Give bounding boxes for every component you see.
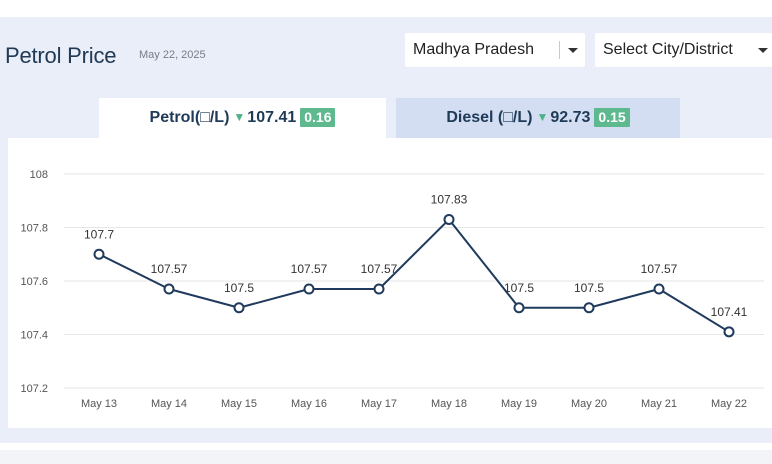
x-tick-label: May 22 bbox=[711, 398, 747, 410]
data-point bbox=[653, 283, 665, 295]
bottom-strip bbox=[0, 450, 772, 464]
data-label: 107.7 bbox=[84, 227, 114, 241]
y-tick-label: 107.6 bbox=[20, 276, 48, 288]
city-select-value: Select City/District bbox=[603, 41, 733, 58]
data-label: 107.5 bbox=[574, 281, 604, 295]
data-label: 107.57 bbox=[151, 262, 188, 276]
select-separator bbox=[559, 41, 560, 59]
tab-diesel-price: 92.73 bbox=[550, 109, 591, 126]
tab-diesel-label: Diesel (□/L) bbox=[446, 109, 533, 126]
tab-petrol-label: Petrol(□/L) bbox=[149, 109, 230, 126]
tab-diesel[interactable]: Diesel (□/L) ▼ 92.73 0.15 bbox=[396, 98, 680, 138]
data-point bbox=[583, 302, 595, 314]
x-tick-label: May 19 bbox=[501, 398, 537, 410]
chart-card: 108 107.8 107.6 107.4 107.2 May 13 May 14 May 1… bbox=[8, 138, 772, 428]
x-tick-label: May 17 bbox=[361, 398, 397, 410]
data-point bbox=[723, 326, 735, 338]
city-select[interactable]: Select City/District bbox=[595, 33, 772, 67]
data-point bbox=[513, 302, 525, 314]
x-tick-label: May 13 bbox=[81, 398, 117, 410]
data-label: 107.57 bbox=[641, 262, 678, 276]
data-label: 107.57 bbox=[291, 262, 328, 276]
state-select-value: Madhya Pradesh bbox=[413, 41, 534, 58]
y-tick-label: 108 bbox=[30, 169, 48, 181]
data-point bbox=[303, 283, 315, 295]
x-tick-label: May 20 bbox=[571, 398, 607, 410]
price-date: May 22, 2025 bbox=[139, 49, 206, 61]
arrow-down-icon: ▼ bbox=[233, 110, 246, 124]
data-point bbox=[443, 213, 455, 225]
data-label: 107.83 bbox=[431, 192, 468, 206]
y-tick-label: 107.4 bbox=[20, 330, 48, 342]
y-tick-label: 107.2 bbox=[20, 383, 48, 395]
arrow-down-icon: ▼ bbox=[536, 110, 549, 124]
tab-diesel-change: 0.15 bbox=[594, 108, 630, 127]
tab-petrol[interactable]: Petrol(□/L) ▼ 107.41 0.16 bbox=[99, 98, 386, 138]
y-tick-label: 107.8 bbox=[20, 223, 48, 235]
data-point bbox=[93, 248, 105, 260]
data-point bbox=[233, 302, 245, 314]
x-tick-label: May 16 bbox=[291, 398, 327, 410]
data-label: 107.5 bbox=[504, 281, 534, 295]
x-tick-label: May 18 bbox=[431, 398, 467, 410]
x-tick-label: May 14 bbox=[151, 398, 187, 410]
series-line bbox=[98, 218, 730, 333]
data-label: 107.5 bbox=[224, 281, 254, 295]
data-point bbox=[163, 283, 175, 295]
x-tick-label: May 15 bbox=[221, 398, 257, 410]
tab-petrol-price: 107.41 bbox=[247, 109, 297, 126]
state-select[interactable]: Madhya Pradesh bbox=[405, 33, 585, 67]
tab-petrol-change: 0.16 bbox=[300, 108, 336, 127]
chevron-down-icon[interactable] bbox=[568, 48, 578, 53]
page-title: Petrol Price bbox=[5, 43, 117, 68]
price-line-chart: 108 107.8 107.6 107.4 107.2 May 13 May 14 May 1… bbox=[20, 169, 764, 410]
data-label: 107.57 bbox=[361, 262, 398, 276]
data-point bbox=[373, 283, 385, 295]
data-label: 107.41 bbox=[711, 305, 748, 319]
x-tick-label: May 21 bbox=[641, 398, 677, 410]
chevron-down-icon[interactable] bbox=[758, 48, 768, 53]
